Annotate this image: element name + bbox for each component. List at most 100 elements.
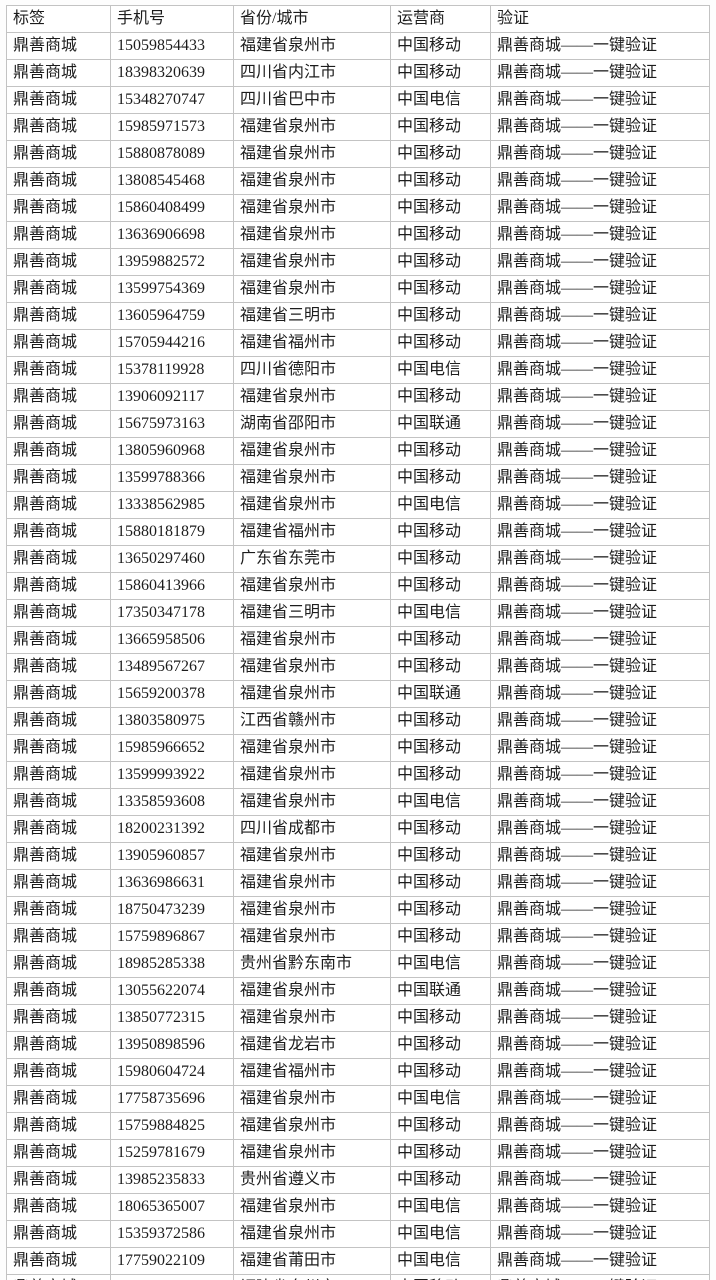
cell-carrier: 中国移动	[390, 113, 491, 141]
cell-region: 福建省泉州市	[233, 491, 391, 519]
cell-carrier: 中国移动	[390, 464, 491, 492]
cell-label: 鼎善商城	[6, 842, 111, 870]
cell-verify: 鼎善商城——一键验证	[490, 788, 710, 816]
table-row: 鼎善商城 13985235833 贵州省遵义市 中国移动 鼎善商城——一键验证	[6, 1166, 710, 1194]
cell-phone: 17350347178	[110, 599, 234, 627]
cell-label: 鼎善商城	[6, 32, 111, 60]
cell-region: 福建省泉州市	[233, 626, 391, 654]
table-row: 鼎善商城 15759896867 福建省泉州市 中国移动 鼎善商城——一键验证	[6, 923, 710, 951]
cell-carrier: 中国移动	[390, 1139, 491, 1167]
cell-verify: 鼎善商城——一键验证	[490, 869, 710, 897]
cell-phone: 13960291005	[110, 1274, 234, 1280]
cell-verify: 鼎善商城——一键验证	[490, 1112, 710, 1140]
cell-carrier: 中国移动	[390, 761, 491, 789]
cell-carrier: 中国移动	[390, 572, 491, 600]
table-row: 鼎善商城 13805960968 福建省泉州市 中国移动 鼎善商城——一键验证	[6, 437, 710, 465]
cell-verify: 鼎善商城——一键验证	[490, 734, 710, 762]
cell-verify: 鼎善商城——一键验证	[490, 599, 710, 627]
cell-carrier: 中国移动	[390, 1166, 491, 1194]
cell-label: 鼎善商城	[6, 1166, 111, 1194]
cell-phone: 13905960857	[110, 842, 234, 870]
cell-carrier: 中国移动	[390, 815, 491, 843]
cell-carrier: 中国移动	[390, 653, 491, 681]
cell-label: 鼎善商城	[6, 1112, 111, 1140]
cell-phone: 17759022109	[110, 1247, 234, 1275]
cell-region: 福建省泉州市	[233, 140, 391, 168]
cell-label: 鼎善商城	[6, 59, 111, 87]
cell-region: 福建省三明市	[233, 302, 391, 330]
cell-region: 福建省泉州市	[233, 761, 391, 789]
table-row: 鼎善商城 15705944216 福建省福州市 中国移动 鼎善商城——一键验证	[6, 329, 710, 357]
cell-phone: 18200231392	[110, 815, 234, 843]
cell-verify: 鼎善商城——一键验证	[490, 923, 710, 951]
cell-verify: 鼎善商城——一键验证	[490, 1139, 710, 1167]
cell-phone: 15705944216	[110, 329, 234, 357]
table-row: 鼎善商城 13599754369 福建省泉州市 中国移动 鼎善商城——一键验证	[6, 275, 710, 303]
cell-carrier: 中国联通	[390, 977, 491, 1005]
cell-region: 福建省泉州市	[233, 572, 391, 600]
cell-label: 鼎善商城	[6, 167, 111, 195]
cell-carrier: 中国电信	[390, 1247, 491, 1275]
cell-phone: 13650297460	[110, 545, 234, 573]
cell-phone: 13636906698	[110, 221, 234, 249]
table-row: 鼎善商城 15880878089 福建省泉州市 中国移动 鼎善商城——一键验证	[6, 140, 710, 168]
column-header-verify: 验证	[490, 5, 710, 33]
cell-region: 福建省泉州市	[233, 1085, 391, 1113]
cell-carrier: 中国电信	[390, 1193, 491, 1221]
cell-phone: 13599754369	[110, 275, 234, 303]
cell-region: 福建省泉州市	[233, 1004, 391, 1032]
cell-region: 贵州省黔东南市	[233, 950, 391, 978]
table-row: 鼎善商城 13803580975 江西省赣州市 中国移动 鼎善商城——一键验证	[6, 707, 710, 735]
cell-phone: 13959882572	[110, 248, 234, 276]
cell-verify: 鼎善商城——一键验证	[490, 842, 710, 870]
cell-verify: 鼎善商城——一键验证	[490, 1031, 710, 1059]
cell-region: 福建省泉州市	[233, 1274, 391, 1280]
cell-label: 鼎善商城	[6, 653, 111, 681]
cell-verify: 鼎善商城——一键验证	[490, 491, 710, 519]
table-row: 鼎善商城 15359372586 福建省泉州市 中国电信 鼎善商城——一键验证	[6, 1220, 710, 1248]
cell-carrier: 中国移动	[390, 1058, 491, 1086]
cell-carrier: 中国电信	[390, 599, 491, 627]
cell-label: 鼎善商城	[6, 896, 111, 924]
table-row: 鼎善商城 15860408499 福建省泉州市 中国移动 鼎善商城——一键验证	[6, 194, 710, 222]
cell-phone: 15378119928	[110, 356, 234, 384]
table-row: 鼎善商城 13950898596 福建省龙岩市 中国移动 鼎善商城——一键验证	[6, 1031, 710, 1059]
cell-carrier: 中国移动	[390, 221, 491, 249]
cell-region: 福建省泉州市	[233, 437, 391, 465]
cell-region: 福建省泉州市	[233, 167, 391, 195]
cell-phone: 15359372586	[110, 1220, 234, 1248]
cell-label: 鼎善商城	[6, 140, 111, 168]
cell-phone: 15059854433	[110, 32, 234, 60]
cell-label: 鼎善商城	[6, 518, 111, 546]
cell-region: 福建省泉州市	[233, 653, 391, 681]
cell-region: 福建省泉州市	[233, 248, 391, 276]
table-row: 鼎善商城 13599993922 福建省泉州市 中国移动 鼎善商城——一键验证	[6, 761, 710, 789]
cell-carrier: 中国移动	[390, 275, 491, 303]
cell-region: 福建省泉州市	[233, 1112, 391, 1140]
cell-verify: 鼎善商城——一键验证	[490, 680, 710, 708]
cell-carrier: 中国移动	[390, 734, 491, 762]
table-row: 鼎善商城 15985971573 福建省泉州市 中国移动 鼎善商城——一键验证	[6, 113, 710, 141]
cell-label: 鼎善商城	[6, 437, 111, 465]
cell-verify: 鼎善商城——一键验证	[490, 113, 710, 141]
table-row: 鼎善商城 18065365007 福建省泉州市 中国电信 鼎善商城——一键验证	[6, 1193, 710, 1221]
cell-label: 鼎善商城	[6, 599, 111, 627]
cell-verify: 鼎善商城——一键验证	[490, 1220, 710, 1248]
table-row: 鼎善商城 15759884825 福建省泉州市 中国移动 鼎善商城——一键验证	[6, 1112, 710, 1140]
cell-phone: 15860408499	[110, 194, 234, 222]
cell-region: 福建省莆田市	[233, 1247, 391, 1275]
cell-phone: 18398320639	[110, 59, 234, 87]
cell-phone: 15759884825	[110, 1112, 234, 1140]
cell-phone: 15980604724	[110, 1058, 234, 1086]
cell-label: 鼎善商城	[6, 545, 111, 573]
table-row: 鼎善商城 15659200378 福建省泉州市 中国联通 鼎善商城——一键验证	[6, 680, 710, 708]
cell-label: 鼎善商城	[6, 1193, 111, 1221]
cell-region: 四川省巴中市	[233, 86, 391, 114]
cell-carrier: 中国移动	[390, 518, 491, 546]
phone-verification-table: 标签 手机号 省份/城市 运营商 验证 鼎善商城 15059854433 福建省泉州…	[6, 5, 710, 1280]
cell-phone: 13803580975	[110, 707, 234, 735]
cell-verify: 鼎善商城——一键验证	[490, 140, 710, 168]
cell-label: 鼎善商城	[6, 113, 111, 141]
cell-verify: 鼎善商城——一键验证	[490, 545, 710, 573]
cell-verify: 鼎善商城——一键验证	[490, 302, 710, 330]
